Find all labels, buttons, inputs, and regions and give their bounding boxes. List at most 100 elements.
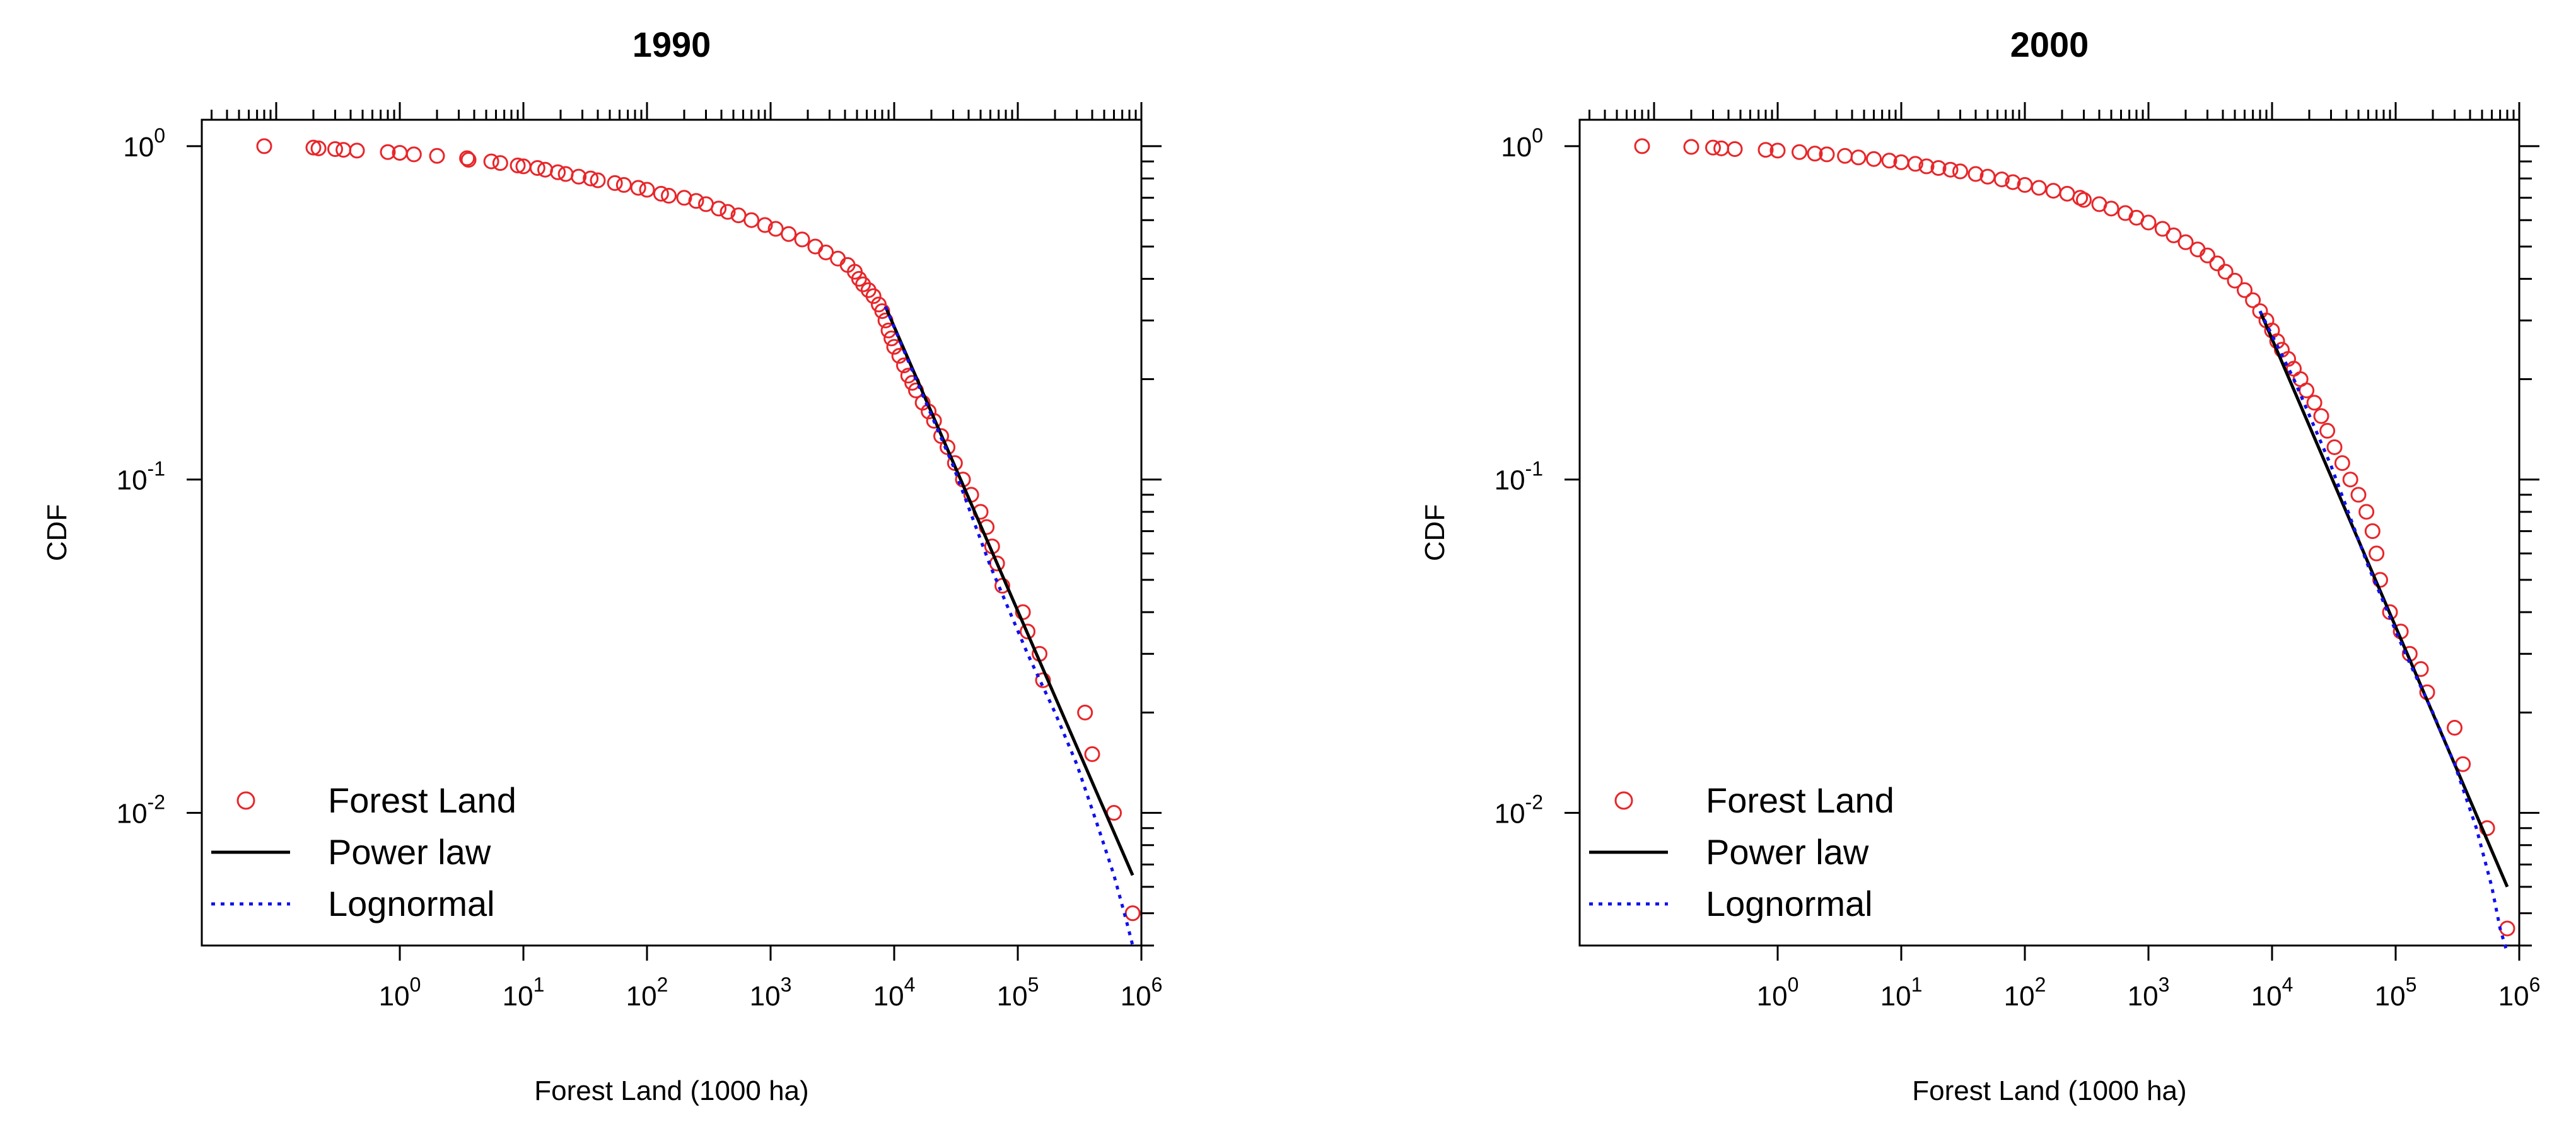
data-point <box>1993 171 2010 188</box>
x-tick-label: 103 <box>750 973 792 1012</box>
data-point <box>2177 234 2194 250</box>
data-point <box>1850 149 1867 166</box>
data-point <box>1866 151 1882 167</box>
plot-frame <box>1578 119 2521 947</box>
data-point <box>720 204 736 220</box>
y-tick-label: 10-1 <box>1495 458 1543 496</box>
x-tick-label: 106 <box>2498 973 2541 1012</box>
data-point <box>429 148 445 164</box>
legend-item: Forest Land <box>1614 780 1894 820</box>
data-point <box>2358 504 2375 520</box>
tick-exponent: -2 <box>1525 791 1543 814</box>
x-tick-label: 104 <box>873 973 916 1012</box>
legend-item: Power law <box>211 832 491 872</box>
lognormal-line <box>2258 310 2509 954</box>
legend-label: Power law <box>1706 832 1869 872</box>
x-tick-label: 101 <box>503 973 545 1012</box>
tick-exponent: 4 <box>2282 973 2293 996</box>
data-point <box>688 193 704 209</box>
tick-base: 10 <box>1757 981 1788 1012</box>
data-point <box>781 226 797 242</box>
tick-exponent: 2 <box>657 973 668 996</box>
data-point <box>1792 144 1808 160</box>
data-point <box>1757 142 1774 158</box>
tick-exponent: -1 <box>148 458 165 480</box>
data-point <box>1952 163 1969 180</box>
data-point <box>529 160 545 176</box>
data-point <box>607 175 623 191</box>
data-point <box>661 188 677 204</box>
tick-base: 10 <box>1495 799 1525 830</box>
tick-base: 10 <box>2498 981 2529 1012</box>
data-point <box>2342 472 2358 488</box>
legend-label: Forest Land <box>328 780 516 820</box>
data-point <box>1907 156 1923 172</box>
data-point <box>1634 138 1650 154</box>
y-axis-label: CDF <box>1419 504 1450 561</box>
data-point <box>256 138 272 154</box>
legend-item: Lognormal <box>1589 884 1873 923</box>
data-point <box>2372 572 2389 588</box>
tick-base: 10 <box>626 981 657 1012</box>
data-point <box>310 140 327 156</box>
data-point <box>2245 292 2261 308</box>
tick-base: 10 <box>2251 981 2282 1012</box>
data-point <box>1881 153 1897 169</box>
data-point <box>2140 214 2157 231</box>
data-point <box>492 155 508 171</box>
data-point <box>590 172 606 188</box>
y-tick-label: 10-2 <box>1495 791 1543 830</box>
legend-marker-circle <box>236 791 255 810</box>
data-point <box>886 338 902 355</box>
data-point <box>1942 161 1959 178</box>
data-point <box>327 141 344 158</box>
x-tick-label: 102 <box>2004 973 2046 1012</box>
power-law-line <box>883 306 1134 876</box>
data-point <box>1819 146 1835 163</box>
legend-label: Power law <box>328 832 491 872</box>
data-point <box>615 176 632 193</box>
tick-base: 10 <box>997 981 1028 1012</box>
data-point <box>2031 180 2047 196</box>
tick-base: 10 <box>873 981 904 1012</box>
data-point <box>460 152 477 168</box>
tick-base: 10 <box>1880 981 1911 1012</box>
data-point <box>2313 408 2329 424</box>
tick-base: 10 <box>503 981 533 1012</box>
data-point <box>583 170 599 187</box>
x-tick-label: 105 <box>997 973 1039 1012</box>
data-point <box>711 200 727 217</box>
data-point <box>2447 720 2463 736</box>
legend-label: Lognormal <box>328 884 495 923</box>
tick-base: 10 <box>2128 981 2159 1012</box>
y-tick-label: 100 <box>123 124 165 163</box>
chart-title: 2000 <box>2010 25 2089 64</box>
data-point <box>2334 455 2350 472</box>
tick-exponent: 0 <box>410 973 421 996</box>
legend: Forest Land Power law Lognormal <box>211 780 516 923</box>
legend-label: Lognormal <box>1706 884 1873 923</box>
data-point <box>2326 439 2343 455</box>
tick-exponent: -2 <box>148 791 165 814</box>
tick-base: 10 <box>750 981 781 1012</box>
data-point <box>2005 174 2021 190</box>
data-point <box>2369 545 2385 562</box>
data-point <box>940 439 956 455</box>
data-point <box>1683 139 1699 155</box>
tick-base: 10 <box>1501 132 1532 163</box>
data-point <box>1705 139 1722 156</box>
y-tick-label: 10-1 <box>117 458 165 496</box>
legend: Forest Land Power law Lognormal <box>1589 780 1894 923</box>
tick-base: 10 <box>2375 981 2406 1012</box>
y-axis-label: CDF <box>42 504 73 561</box>
data-point <box>2103 200 2119 217</box>
data-point <box>865 288 882 304</box>
tick-exponent: 0 <box>154 124 165 147</box>
data-point <box>2076 192 2092 208</box>
data-point <box>1084 746 1100 762</box>
data-point <box>405 146 422 163</box>
